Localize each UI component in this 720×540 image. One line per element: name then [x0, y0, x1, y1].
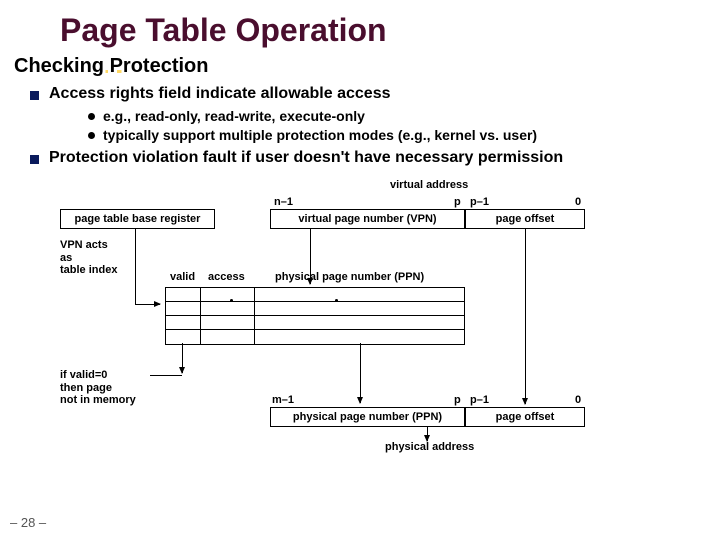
sub-1-1-text: e.g., read-only, read-write, execute-onl…: [103, 107, 365, 125]
bit-n1: n–1: [274, 196, 293, 208]
label-valid: valid: [170, 271, 195, 283]
sub-1-2: typically support multiple protection mo…: [88, 126, 720, 144]
sub-1-2-text: typically support multiple protection mo…: [103, 126, 537, 144]
bit-p1: p–1: [470, 196, 489, 208]
dot-bullet-icon: [88, 113, 95, 120]
address-translation-diagram: virtual address n–1 p p–1 0 virtual page…: [100, 179, 660, 459]
bit-p1-b: p–1: [470, 394, 489, 406]
dot-bullet-icon: [88, 132, 95, 139]
box-ptbr: page table base register: [60, 209, 215, 229]
bit-p-b: p: [454, 394, 461, 406]
square-bullet-icon: [30, 91, 39, 100]
table-row: [166, 316, 464, 330]
bit-m1: m–1: [272, 394, 294, 406]
page-table: [165, 287, 465, 345]
sub-list-1: e.g., read-only, read-write, execute-onl…: [30, 107, 720, 144]
box-page-offset: page offset: [465, 209, 585, 229]
box-vpn: virtual page number (VPN): [270, 209, 465, 229]
page-number: – 28 –: [10, 515, 46, 530]
slide-title: Page Table Operation: [0, 0, 720, 51]
box-ppn: physical page number (PPN): [270, 407, 465, 427]
arrow-ptbr-right: [135, 304, 160, 305]
bit-0-b: 0: [575, 394, 581, 406]
bullet-2: Protection violation fault if user doesn…: [30, 148, 720, 169]
bit-0: 0: [575, 196, 581, 208]
table-row: [166, 288, 464, 302]
table-row: [166, 302, 464, 316]
arrow-valid-down: [182, 343, 183, 373]
table-dot: [335, 299, 338, 302]
table-dot: [230, 299, 233, 302]
line-valid-h: [150, 375, 182, 376]
arrow-ppn-down: [360, 343, 361, 403]
bit-p: p: [454, 196, 461, 208]
label-vpn-acts: VPN acts as table index: [60, 239, 117, 277]
sub-1-1: e.g., read-only, read-write, execute-onl…: [88, 107, 720, 125]
label-if-valid: if valid=0 then page not in memory: [60, 369, 136, 407]
bullet-list: Access rights field indicate allowable a…: [0, 82, 720, 169]
box-page-offset-2: page offset: [465, 407, 585, 427]
slide-subtitle: Checking Protection: [0, 51, 720, 82]
bullet-2-text: Protection violation fault if user doesn…: [49, 148, 563, 169]
line-ptbr-v: [135, 229, 136, 304]
arrow-phys-down: [427, 427, 428, 441]
arrow-offset-down: [525, 229, 526, 404]
label-ppn-header: physical page number (PPN): [275, 271, 424, 283]
square-bullet-icon: [30, 155, 39, 164]
bullet-1-text: Access rights field indicate allowable a…: [49, 84, 390, 105]
label-physical-address: physical address: [385, 441, 474, 453]
bullet-1: Access rights field indicate allowable a…: [30, 84, 720, 105]
label-virtual-address: virtual address: [390, 179, 468, 191]
table-row: [166, 330, 464, 344]
label-access: access: [208, 271, 245, 283]
